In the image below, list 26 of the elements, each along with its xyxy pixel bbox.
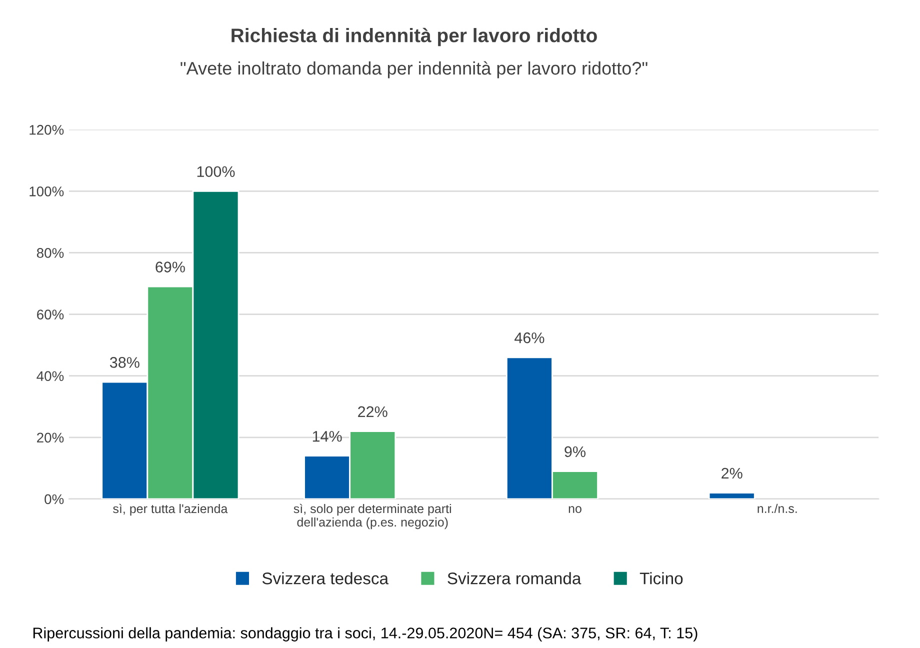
legend-label: Ticino — [640, 572, 683, 584]
y-tick-label: 40% — [36, 371, 64, 382]
y-tick-label: 120% — [30, 124, 64, 135]
data-label: 14% — [312, 430, 342, 442]
data-label: 46% — [514, 332, 544, 344]
x-tick-label: n.r./n.s. — [758, 504, 797, 514]
data-label: 2% — [722, 468, 742, 479]
y-tick-label: 60% — [37, 310, 64, 320]
legend-label: Svizzera tedesca — [262, 572, 389, 584]
data-label: 69% — [156, 262, 185, 272]
data-label: 22% — [358, 406, 388, 418]
chart-title: Richiesta di indennità per lavoro ridotto — [232, 28, 597, 46]
legend-label: Svizzera romanda — [448, 572, 582, 584]
data-label: 100% — [197, 166, 235, 178]
y-tick-label: 20% — [37, 432, 64, 443]
x-tick-label: no — [568, 506, 582, 514]
data-label: 9% — [564, 446, 586, 458]
x-tick-label: sì, solo per determinate parti dell'azienda (p.es. negozio) — [294, 504, 451, 530]
data-label: 38% — [110, 357, 140, 368]
y-tick-label: 0% — [44, 494, 64, 504]
bar — [708, 492, 756, 499]
x-tick-label: sì, per tutta l'azienda — [113, 504, 228, 516]
chart-subtitle: "Avete inoltrato domanda per indennità per lavoro ridotto?" — [180, 61, 648, 78]
y-tick-label: 80% — [36, 248, 64, 258]
y-tick-label: 100% — [30, 186, 64, 196]
text: Ripercussioni della pandemia: sondaggio tra i soci, 14.-29.05.2020N= 454 (SA: 375, SR: 64, T: 15) — [33, 627, 698, 642]
